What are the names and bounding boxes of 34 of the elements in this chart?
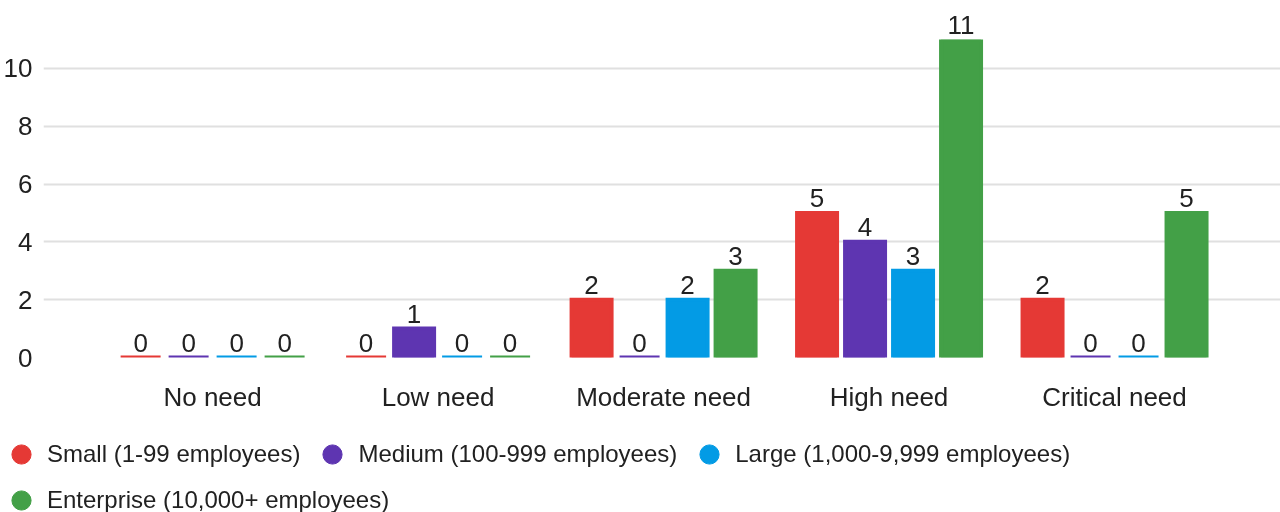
data-label: 0 bbox=[358, 327, 374, 358]
data-label: 0 bbox=[1083, 327, 1098, 358]
data-label: 2 bbox=[680, 269, 695, 300]
y-tick-label: 2 bbox=[18, 284, 33, 315]
legend-label: Medium (100-999 employees) bbox=[358, 440, 678, 468]
y-tick-label: 8 bbox=[18, 111, 33, 142]
y-tick-label: 10 bbox=[3, 53, 33, 84]
data-label: 0 bbox=[277, 327, 292, 358]
data-label: 0 bbox=[133, 327, 148, 358]
x-tick-label: No need bbox=[163, 381, 262, 412]
legend-label: Small (1-99 employees) bbox=[47, 440, 301, 468]
data-label: 0 bbox=[1131, 327, 1146, 358]
y-tick-label: 0 bbox=[18, 342, 33, 373]
data-label: 4 bbox=[857, 211, 873, 242]
data-label: 0 bbox=[454, 327, 470, 358]
x-tick-label: Moderate need bbox=[576, 381, 752, 412]
x-tick-label: High need bbox=[829, 381, 949, 412]
data-label: 0 bbox=[632, 327, 647, 358]
data-label: 11 bbox=[947, 9, 975, 40]
data-label: 0 bbox=[502, 327, 518, 358]
legend-label: Large (1,000-9,999 employees) bbox=[735, 440, 1071, 468]
x-tick-label: Low need bbox=[381, 381, 495, 412]
data-label: 2 bbox=[1035, 269, 1050, 300]
y-tick-label: 6 bbox=[18, 169, 33, 200]
data-label: 3 bbox=[905, 240, 921, 271]
data-label: 0 bbox=[181, 327, 196, 358]
y-tick-label: 4 bbox=[18, 226, 33, 257]
data-label: 5 bbox=[809, 182, 825, 213]
data-label: 3 bbox=[728, 240, 743, 271]
data-label: 2 bbox=[584, 269, 599, 300]
data-label: 0 bbox=[229, 327, 244, 358]
data-label: 5 bbox=[1179, 182, 1194, 213]
data-label: 1 bbox=[406, 298, 422, 329]
x-tick-label: Critical need bbox=[1042, 381, 1187, 412]
